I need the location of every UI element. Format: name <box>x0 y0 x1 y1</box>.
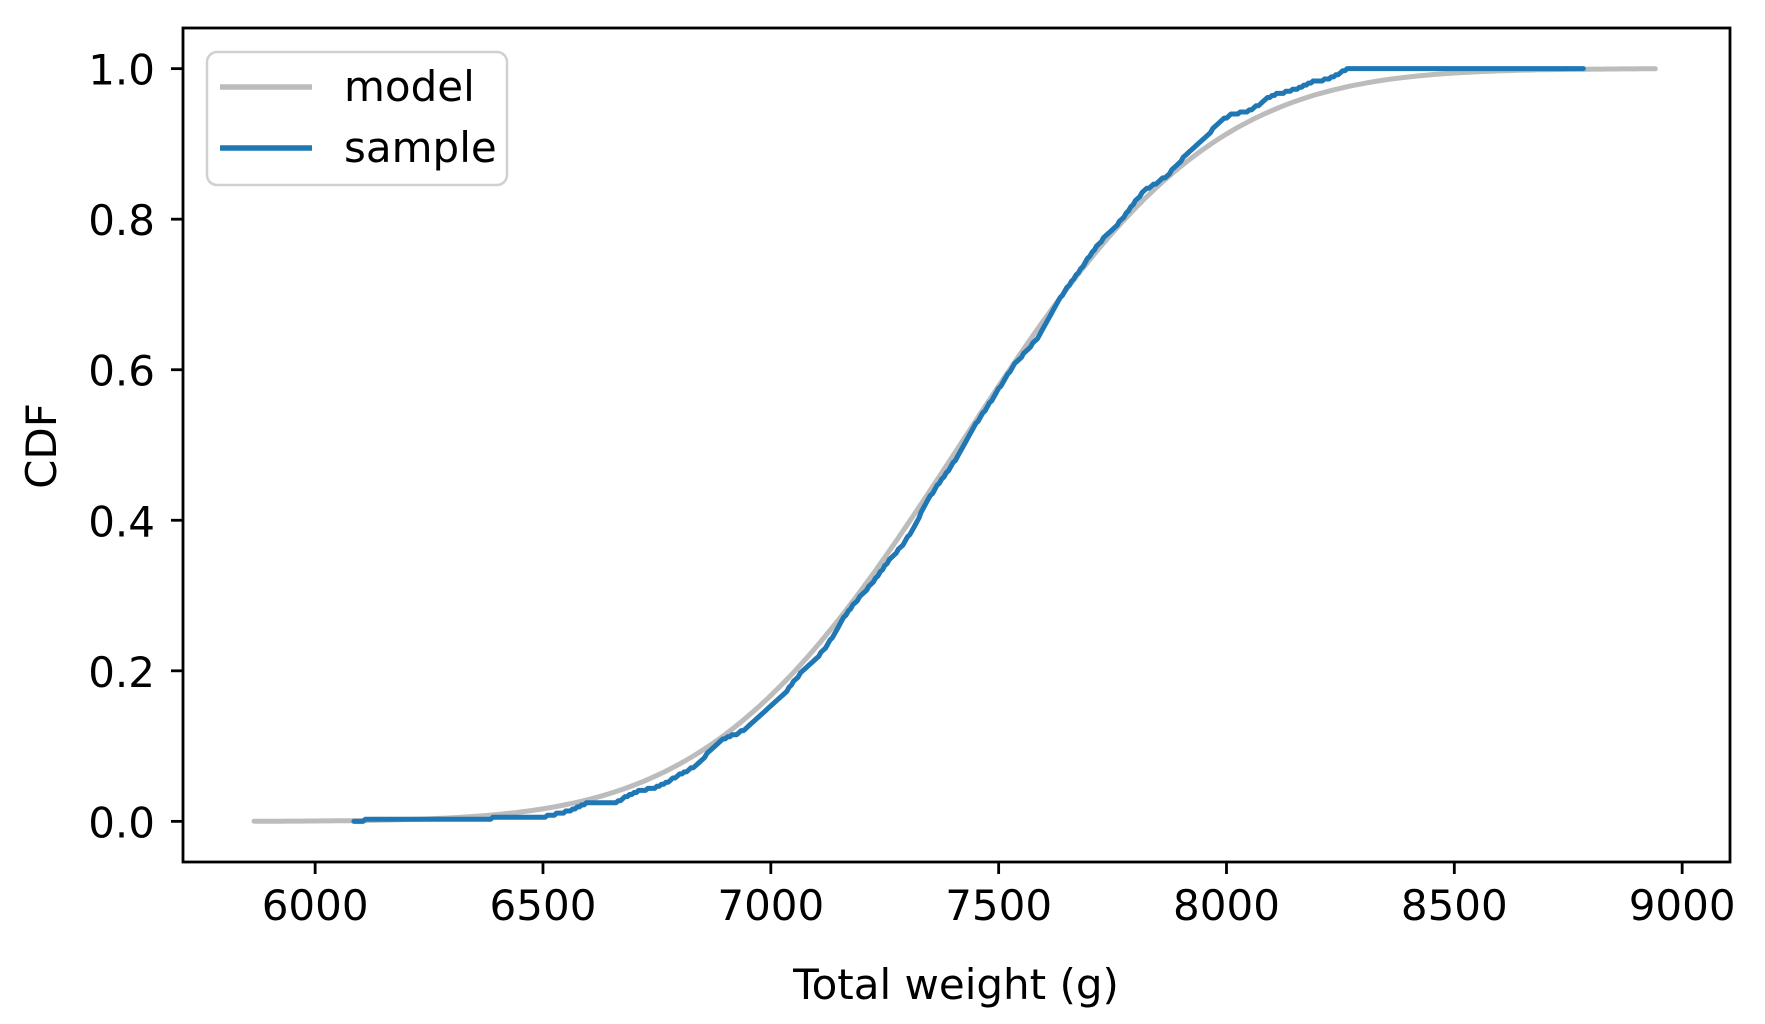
y-tick-label: 0.0 <box>88 798 155 847</box>
ticks-layer: 6000 6500 7000 7500 8000 8500 9000 0.0 0.2 0.4 0.6… <box>88 46 1735 930</box>
plot-spines <box>181 26 1732 864</box>
legend: model sample <box>205 50 509 187</box>
x-tick-label: 7000 <box>717 881 824 930</box>
y-tick-label: 0.6 <box>88 347 155 396</box>
curves-layer <box>251 66 1658 824</box>
sample-curve <box>351 66 1586 824</box>
y-axis-title: CDF <box>17 403 66 489</box>
y-tick-label: 0.8 <box>88 196 155 245</box>
x-tick-label: 8000 <box>1173 881 1280 930</box>
x-tick-label: 6500 <box>490 881 597 930</box>
x-tick-label: 8500 <box>1401 881 1508 930</box>
y-tick-label: 1.0 <box>88 46 155 95</box>
y-tick-label: 0.2 <box>88 648 155 697</box>
x-tick-label: 6000 <box>262 881 369 930</box>
x-tick-label: 7500 <box>945 881 1052 930</box>
legend-label-model: model <box>344 62 475 111</box>
x-axis-title: Total weight (g) <box>792 960 1119 1009</box>
legend-label-sample: sample <box>344 123 497 172</box>
y-tick-label: 0.4 <box>88 497 155 546</box>
model-curve <box>251 66 1658 824</box>
x-tick-label: 9000 <box>1629 881 1736 930</box>
